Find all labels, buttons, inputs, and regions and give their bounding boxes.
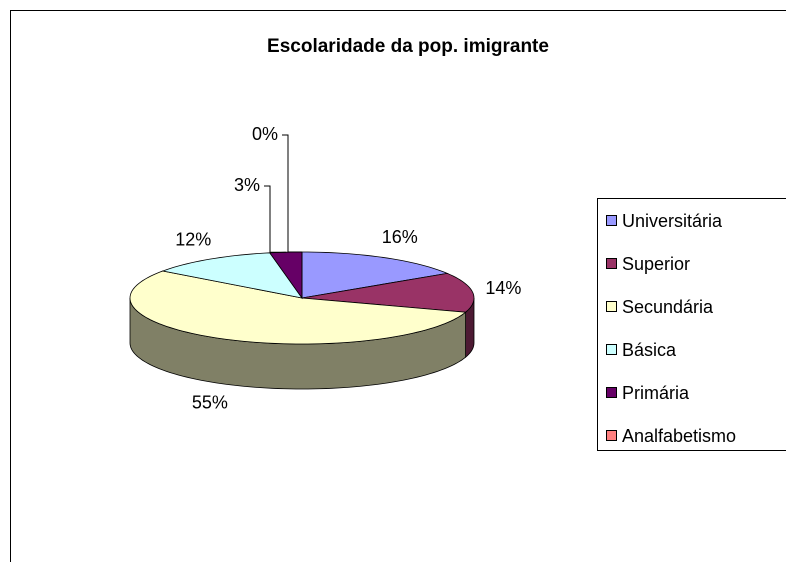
slice (161, 252, 303, 299)
chart-title: Escolaridade da pop. imigrante (267, 36, 549, 57)
legend-swatch (606, 215, 617, 226)
legend-label: Superior (622, 254, 690, 274)
data-label: 55% (192, 392, 228, 412)
leader-line (282, 134, 302, 253)
chart-frame (10, 10, 786, 562)
legend-label: Secundária (622, 297, 714, 317)
data-label: 12% (175, 229, 211, 249)
legend-swatch (606, 387, 617, 398)
slice (129, 270, 467, 345)
leader-line (264, 185, 286, 253)
legend-label: Primária (622, 383, 690, 403)
slice (301, 272, 475, 313)
legend-swatch (606, 430, 617, 441)
data-label: 0% (252, 124, 278, 144)
legend-swatch (606, 301, 617, 312)
data-label: 3% (234, 175, 260, 195)
legend-swatch (606, 258, 617, 269)
data-label: 14% (485, 278, 521, 298)
legend-label: Básica (622, 340, 677, 360)
legend-label: Universitária (622, 211, 723, 231)
legend-box (597, 198, 786, 451)
data-label: 16% (382, 227, 418, 247)
slice (301, 251, 449, 299)
legend-swatch (606, 344, 617, 355)
legend-label: Analfabetismo (622, 426, 736, 446)
